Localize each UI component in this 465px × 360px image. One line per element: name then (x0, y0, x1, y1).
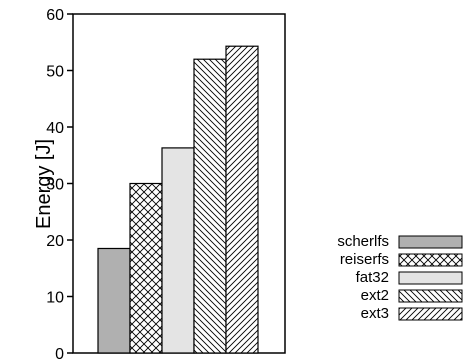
bar-ext2 (193, 58, 227, 354)
bar-scherlfs (97, 247, 131, 354)
legend-swatch-scherlfs (398, 235, 463, 249)
legend-label-reiserfs: reiserfs (340, 251, 389, 268)
bar-ext3 (225, 45, 259, 354)
legend-swatch-fat32 (398, 271, 463, 285)
y-tick-label: 20 (46, 233, 64, 250)
bar-reiserfs (129, 182, 163, 354)
bar-fat32 (161, 147, 195, 354)
legend-label-fat32: fat32 (356, 269, 389, 286)
y-axis: 0 10 20 30 40 50 60 (46, 7, 73, 360)
bars-group (97, 45, 259, 354)
legend-swatch-ext3 (398, 307, 463, 321)
y-tick-label: 0 (55, 346, 64, 360)
y-tick-label: 50 (46, 64, 64, 81)
legend-label-ext3: ext3 (361, 305, 389, 322)
y-tick-label: 40 (46, 120, 64, 137)
y-tick-label: 10 (46, 290, 64, 307)
legend-label-ext2: ext2 (361, 287, 389, 304)
legend-label-scherlfs: scherlfs (337, 233, 389, 250)
legend-swatch-reiserfs (398, 253, 463, 267)
legend-swatch-ext2 (398, 289, 463, 303)
y-tick-label: 60 (46, 7, 64, 24)
y-tick-label: 30 (46, 177, 64, 194)
y-axis-title: Energy [J] (33, 139, 55, 229)
